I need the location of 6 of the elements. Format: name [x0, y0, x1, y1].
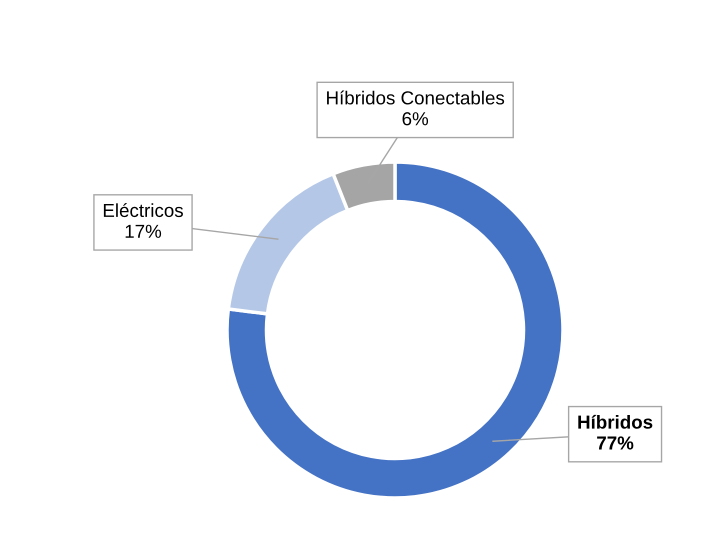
data-label: 77% [597, 436, 634, 450]
slice-label: Eléctricos [104, 203, 183, 218]
data-label: 17% [126, 224, 162, 238]
data-label: 6% [402, 112, 428, 126]
slice-label: Híbridos [578, 414, 652, 429]
slice-label: Híbridos Conectables [327, 90, 504, 105]
